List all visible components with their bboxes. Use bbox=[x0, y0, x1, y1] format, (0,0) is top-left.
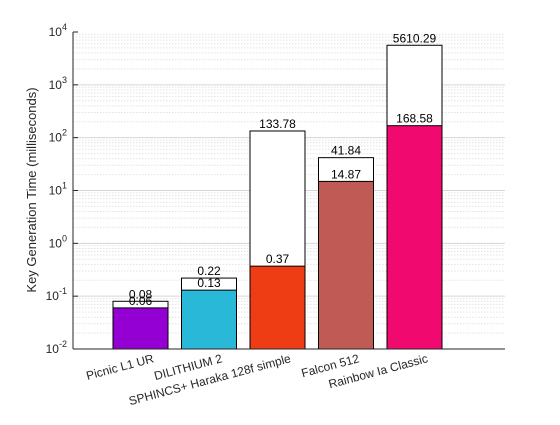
data-label-total: 133.78 bbox=[259, 117, 296, 131]
data-label-inner: 168.58 bbox=[396, 112, 433, 126]
data-label-total: 0.08 bbox=[129, 287, 153, 301]
data-label-total: 41.84 bbox=[331, 144, 361, 158]
bar-inner bbox=[249, 265, 306, 350]
bar-inner bbox=[386, 125, 443, 350]
data-label-inner: 14.87 bbox=[331, 167, 361, 181]
data-label-inner: 0.06 bbox=[129, 294, 153, 308]
y-tick-label: 10-2 bbox=[46, 339, 67, 356]
y-tick-label: 10-1 bbox=[46, 286, 67, 303]
bar-layer bbox=[112, 44, 443, 350]
y-tick-label: 104 bbox=[49, 22, 67, 39]
y-tick-label: 103 bbox=[49, 75, 67, 92]
bar-inner bbox=[318, 180, 374, 350]
data-label-inner: 0.13 bbox=[197, 276, 221, 290]
label-layer: 0.080.06 0.220.13 133.78 0.37 41.84 14.87 5610… bbox=[129, 31, 437, 308]
bar-inner bbox=[112, 307, 169, 350]
y-axis-title: Key Generation Time (milliseconds) bbox=[24, 87, 39, 292]
data-label-inner: 0.37 bbox=[266, 252, 290, 266]
bar-inner bbox=[181, 289, 237, 350]
y-tick-label: 101 bbox=[49, 181, 67, 198]
y-tick-label: 100 bbox=[49, 233, 67, 250]
y-tick-label: 102 bbox=[49, 128, 67, 145]
data-label-total: 0.22 bbox=[197, 264, 221, 278]
x-tick-label: Picnic L1 UR bbox=[85, 351, 156, 383]
data-label-total: 5610.29 bbox=[393, 31, 437, 45]
